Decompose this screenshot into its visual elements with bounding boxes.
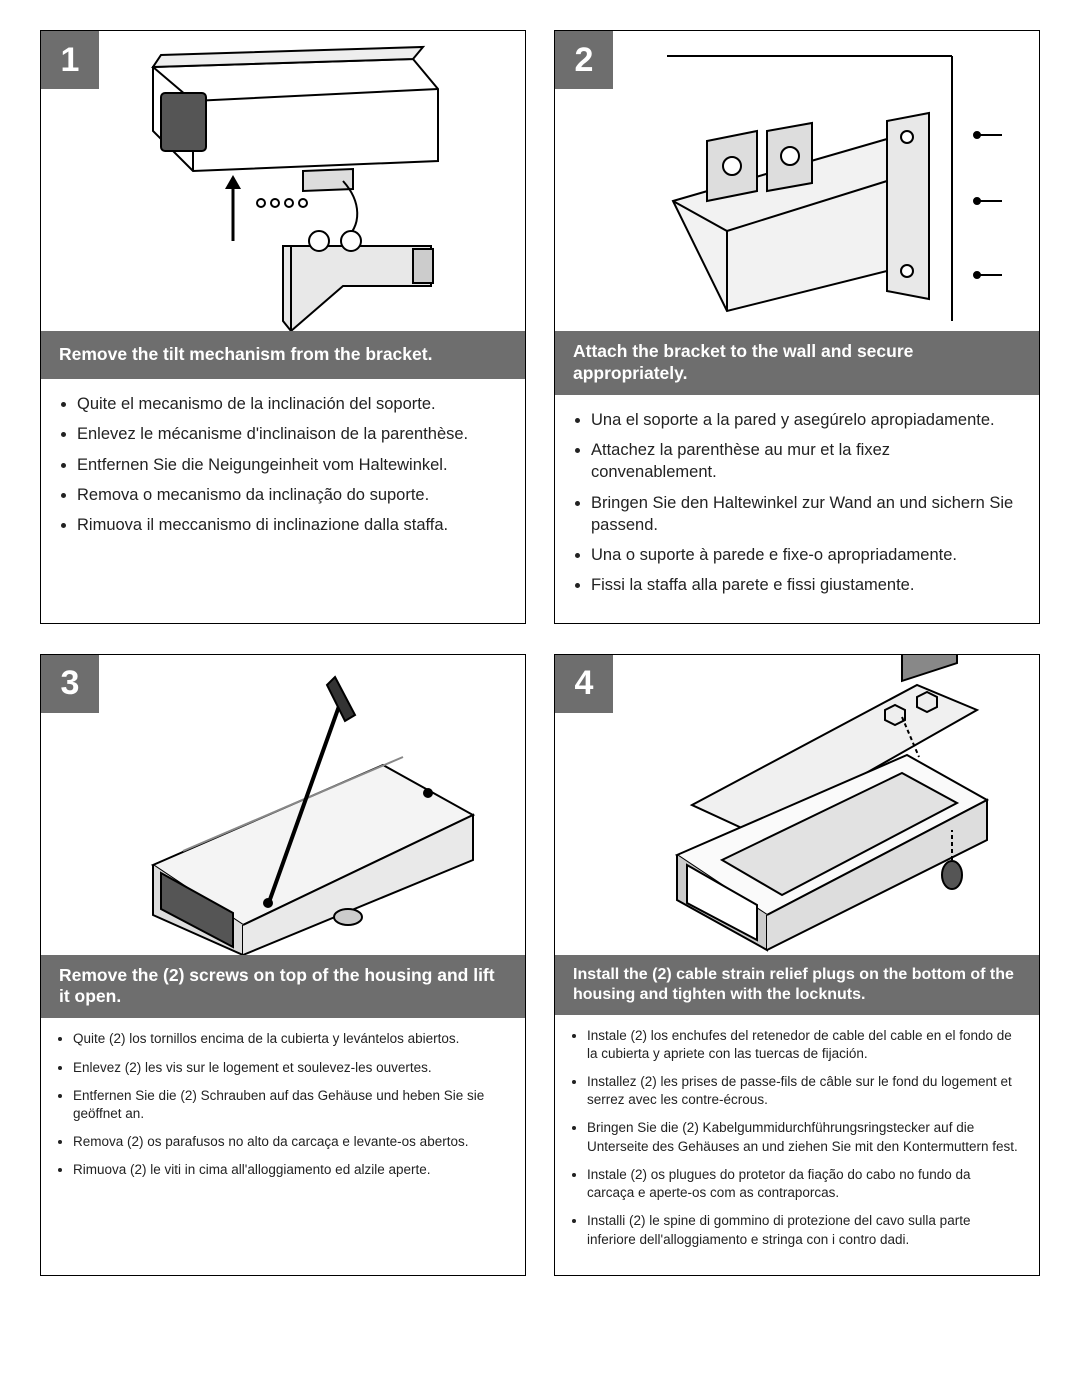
illustration-panel: 3	[41, 655, 525, 955]
translation-list: Una el soporte a la pared y asegúrelo ap…	[555, 395, 1039, 623]
step-headline: Remove the (2) screws on top of the hous…	[41, 955, 525, 1019]
diagram-housing-open-plugs	[555, 655, 1039, 955]
diagram-housing-screwdriver	[41, 655, 525, 955]
translation-item: Quite (2) los tornillos encima de la cub…	[73, 1030, 505, 1048]
translation-item: Installi (2) le spine di gommino di prot…	[587, 1212, 1019, 1248]
step-headline: Attach the bracket to the wall and secur…	[555, 331, 1039, 395]
translation-list: Quite el mecanismo de la inclinación del…	[41, 379, 525, 562]
step-card-4: 4	[554, 654, 1040, 1276]
translation-item: Rimuova (2) le viti in cima all'alloggia…	[73, 1161, 505, 1179]
step-number-badge: 1	[41, 31, 99, 89]
translation-item: Una o suporte à parede e fixe-o apropria…	[591, 544, 1017, 566]
translation-item: Installez (2) les prises de passe-fils d…	[587, 1073, 1019, 1109]
step-number-badge: 2	[555, 31, 613, 89]
diagram-camera-bracket-remove	[41, 31, 525, 331]
translation-item: Rimuova il meccanismo di inclinazione da…	[77, 514, 503, 536]
translation-item: Entfernen Sie die (2) Schrauben auf das …	[73, 1087, 505, 1123]
translation-item: Instale (2) os plugues do protetor da fi…	[587, 1166, 1019, 1202]
translation-item: Enlevez (2) les vis sur le logement et s…	[73, 1059, 505, 1077]
diagram-bracket-wall	[555, 31, 1039, 331]
translation-item: Bringen Sie den Haltewinkel zur Wand an …	[591, 492, 1017, 537]
translation-item: Fissi la staffa alla parete e fissi gius…	[591, 574, 1017, 596]
translation-list: Instale (2) los enchufes del retenedor d…	[555, 1015, 1039, 1275]
illustration-panel: 1	[41, 31, 525, 331]
step-card-1: 1	[40, 30, 526, 624]
step-headline: Remove the tilt mechanism from the brack…	[41, 331, 525, 379]
translation-list: Quite (2) los tornillos encima de la cub…	[41, 1018, 525, 1205]
step-headline: Install the (2) cable strain relief plug…	[555, 955, 1039, 1015]
translation-item: Attachez la parenthèse au mur et la fixe…	[591, 439, 1017, 484]
step-number-badge: 4	[555, 655, 613, 713]
step-card-2: 2	[554, 30, 1040, 624]
translation-item: Entfernen Sie die Neigungeinheit vom Hal…	[77, 454, 503, 476]
translation-item: Remova o mecanismo da inclinação do supo…	[77, 484, 503, 506]
illustration-panel: 4	[555, 655, 1039, 955]
translation-item: Instale (2) los enchufes del retenedor d…	[587, 1027, 1019, 1063]
translation-item: Quite el mecanismo de la inclinación del…	[77, 393, 503, 415]
translation-item: Bringen Sie die (2) Kabelgummidurchführu…	[587, 1119, 1019, 1155]
instruction-grid: 1	[40, 30, 1040, 1276]
step-number-badge: 3	[41, 655, 99, 713]
translation-item: Remova (2) os parafusos no alto da carca…	[73, 1133, 505, 1151]
step-card-3: 3	[40, 654, 526, 1276]
illustration-panel: 2	[555, 31, 1039, 331]
translation-item: Enlevez le mécanisme d'inclinaison de la…	[77, 423, 503, 445]
translation-item: Una el soporte a la pared y asegúrelo ap…	[591, 409, 1017, 431]
